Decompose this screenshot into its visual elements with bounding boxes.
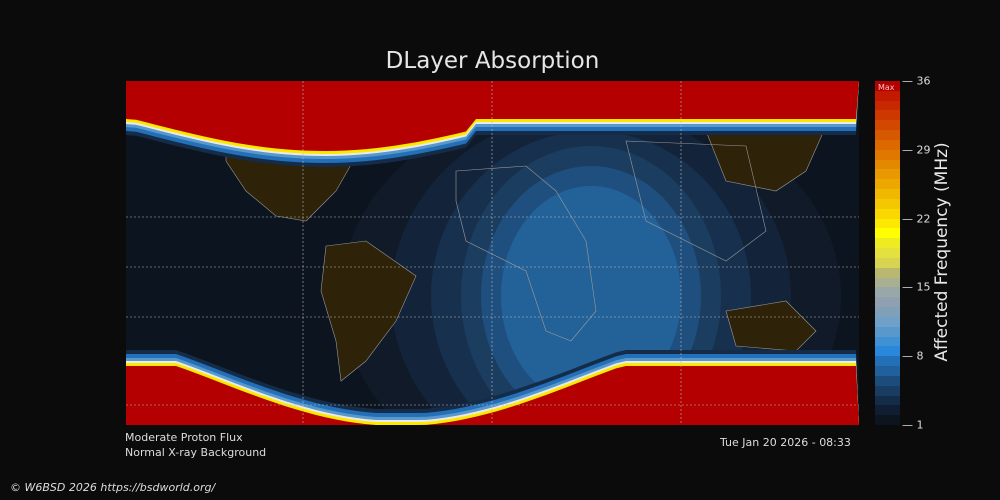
colorbar-step — [875, 169, 900, 180]
colorbar-step — [875, 267, 900, 278]
colorbar-tick: — 15 — [902, 280, 931, 294]
absorption-map — [126, 81, 859, 425]
colorbar-step — [875, 198, 900, 209]
colorbar-step — [875, 385, 900, 396]
colorbar-step — [875, 307, 900, 317]
colorbar-step — [875, 366, 900, 376]
colorbar-step — [875, 316, 900, 327]
coastline — [625, 140, 767, 262]
north-polar-cap — [126, 81, 859, 151]
colorbar-step — [875, 257, 900, 268]
colorbar-step — [875, 208, 900, 219]
colorbar-step — [875, 100, 900, 111]
colorbar-step — [875, 130, 900, 140]
chart-title: DLayer Absorption — [385, 48, 600, 74]
colorbar-step — [875, 179, 900, 190]
colorbar-tick: — 29 — [902, 143, 931, 157]
colorbar-step — [875, 375, 900, 386]
colorbar-step — [875, 218, 900, 229]
colorbar-step — [875, 120, 900, 131]
colorbar-step — [875, 81, 900, 91]
colorbar-step — [875, 238, 900, 249]
colorbar-tick: — 22 — [902, 212, 931, 226]
coastline — [455, 165, 597, 342]
south-polar-cap — [126, 366, 859, 425]
colorbar-step — [875, 356, 900, 367]
xray-status: Normal X-ray Background — [125, 446, 267, 459]
timestamp: Tue Jan 20 2026 - 08:33 — [720, 436, 851, 449]
colorbar-step — [875, 336, 900, 347]
colorbar-step — [875, 228, 900, 239]
colorbar-step — [875, 277, 900, 288]
colorbar-step — [875, 189, 900, 199]
colorbar-tick: — 1 — [902, 418, 924, 432]
colorbar-step — [875, 405, 900, 416]
colorbar-label: Affected Frequency (MHz) — [932, 142, 952, 362]
colorbar-step — [875, 297, 900, 308]
colorbar-step — [875, 326, 900, 337]
colorbar-step — [875, 149, 900, 160]
colorbar-step — [875, 415, 900, 425]
colorbar-step — [875, 395, 900, 406]
proton-flux-status: Moderate Proton Flux — [125, 431, 243, 444]
colorbar-step — [875, 110, 900, 121]
colorbar-step — [875, 346, 900, 357]
colorbar-step — [875, 248, 900, 258]
colorbar-step — [875, 90, 900, 101]
colorbar — [875, 81, 900, 425]
copyright: © W6BSD 2026 https://bsdworld.org/ — [10, 481, 216, 494]
landmass — [725, 300, 817, 352]
colorbar-tick: — 36 — [902, 74, 931, 88]
colorbar-step — [875, 139, 900, 150]
landmass — [320, 240, 417, 382]
colorbar-max-label: Max — [878, 83, 895, 92]
colorbar-tick: — 8 — [902, 349, 924, 363]
colorbar-step — [875, 159, 900, 170]
colorbar-step — [875, 287, 900, 298]
